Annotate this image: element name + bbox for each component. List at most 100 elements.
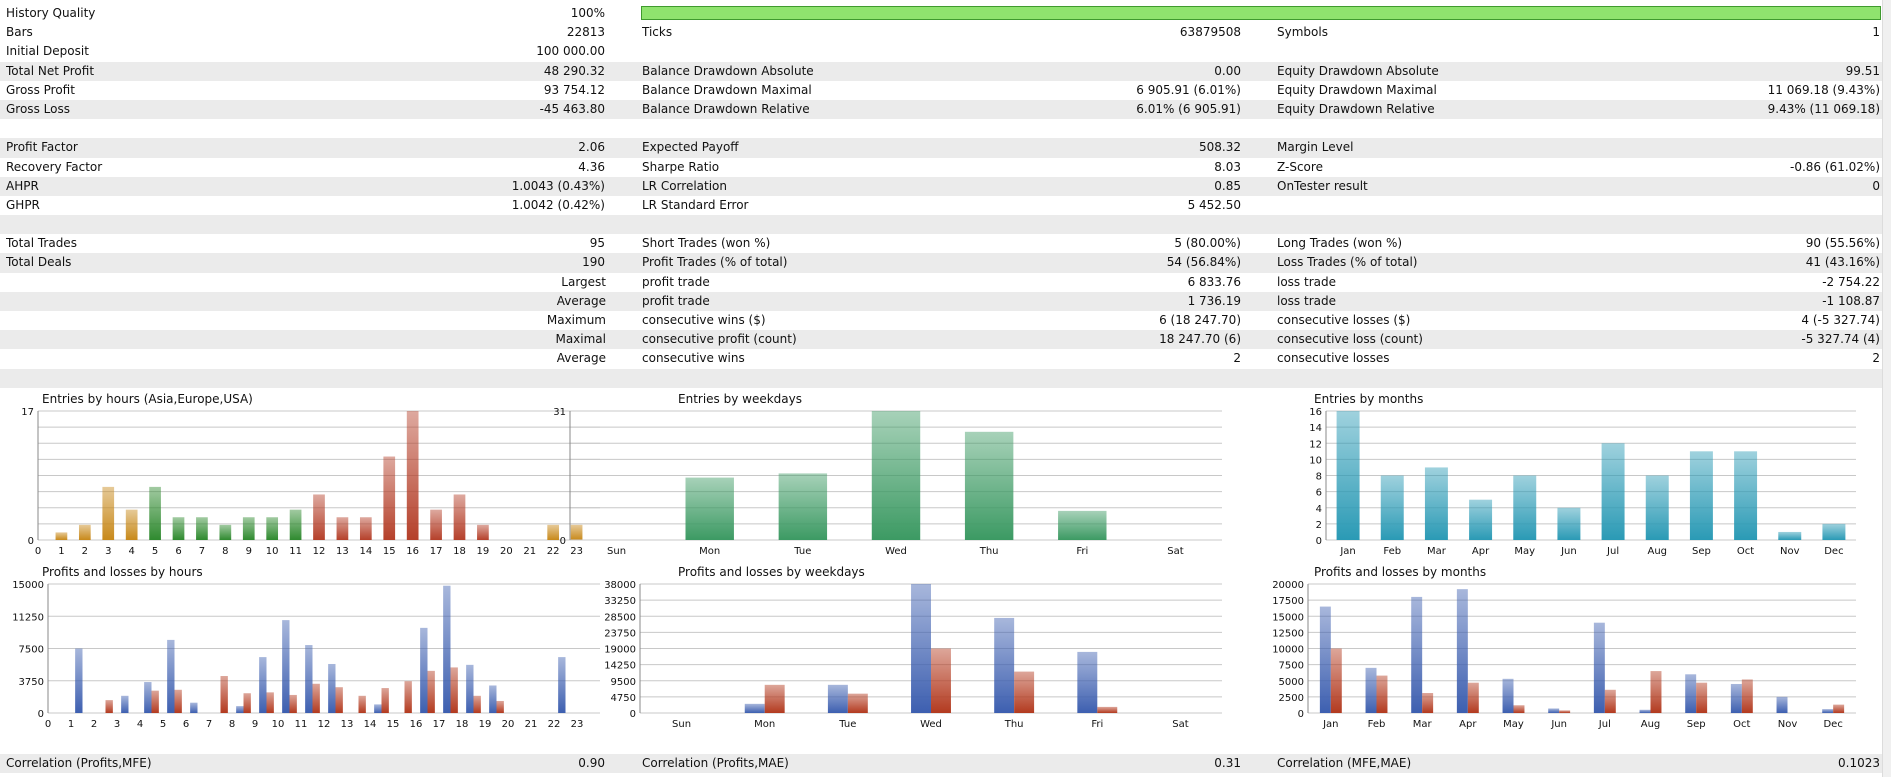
- bar: [1778, 531, 1802, 540]
- x-tick-label: Oct: [1737, 546, 1754, 557]
- stats-row: AHPR 1.0043 (0.43%) LR Correlation 0.85 OnTe…: [0, 176, 1891, 196]
- loss-bar: [1833, 704, 1845, 713]
- x-tick-label: 12: [318, 719, 331, 730]
- bar: [125, 509, 138, 540]
- stat-value-2: 6 833.76: [1187, 274, 1241, 289]
- chart-2: Entries by weekdays 31 0 Sun Mon Tue Wed Thu Fri…: [553, 392, 1222, 557]
- loss-bar: [151, 690, 159, 713]
- x-tick-label: Jun: [1550, 719, 1567, 730]
- loss-bar: [450, 667, 458, 713]
- x-tick-label: 17: [430, 546, 443, 557]
- stat-value-3: 4 (-5 327.74): [1801, 313, 1880, 327]
- stat-label-1: Total Deals: [6, 255, 72, 270]
- y-tick-label: 7500: [19, 645, 44, 656]
- stat-label-2: Short Trades (won %): [642, 236, 771, 251]
- stat-value-2: 2: [1233, 351, 1241, 366]
- x-tick-label: Apr: [1472, 546, 1490, 557]
- loss-bar: [289, 694, 297, 713]
- stats-row: Average profit trade 1 736.19 loss trade -1 …: [0, 291, 1891, 311]
- stat-value-2: 18 247.70 (6): [1159, 332, 1241, 347]
- bar: [359, 517, 372, 540]
- y-tick-label: 23750: [604, 628, 636, 639]
- stat-label-1: Gross Loss: [6, 101, 70, 116]
- profit-bar: [144, 682, 152, 713]
- x-tick-label: 2: [82, 546, 88, 557]
- stat-label-1: Bars: [6, 25, 33, 40]
- y-tick-label: 5000: [1279, 677, 1304, 688]
- x-tick-label: Tue: [793, 546, 811, 557]
- stat-value-1: 190: [582, 255, 605, 270]
- loss-bar: [335, 687, 343, 713]
- stats-row: Bars 22813 Ticks 63879508 Symbols 1: [0, 23, 1891, 42]
- x-tick-label: 8: [229, 719, 235, 730]
- bar: [1380, 475, 1404, 540]
- y-tick-label: 3750: [19, 677, 44, 688]
- stat-value-1: 22813: [566, 25, 605, 40]
- stat-value-1: 4.36: [578, 159, 605, 174]
- stat-label-3: loss trade: [1277, 274, 1336, 289]
- x-tick-label: 10: [272, 719, 285, 730]
- bar: [778, 473, 828, 540]
- bar: [1513, 475, 1537, 540]
- profit-bar: [1411, 596, 1423, 713]
- bar: [336, 517, 349, 540]
- y-tick-label: 20000: [1272, 580, 1304, 591]
- x-tick-label: 3: [114, 719, 120, 730]
- stats-row: Total Net Profit 48 290.32 Balance Drawdow…: [0, 61, 1891, 81]
- y-tick-label: 17: [21, 407, 34, 418]
- x-tick-label: Nov: [1778, 719, 1798, 730]
- profit-bar: [827, 684, 848, 713]
- bar: [1469, 499, 1493, 540]
- profit-bar: [1502, 678, 1514, 713]
- bar: [289, 509, 302, 540]
- bar: [1424, 467, 1448, 540]
- bar: [964, 431, 1014, 540]
- y-tick-label: 4: [1316, 504, 1322, 515]
- vertical-scrollbar[interactable]: [1882, 0, 1891, 777]
- loss-bar: [1513, 705, 1525, 713]
- loss-bar: [1014, 671, 1035, 713]
- x-tick-label: 5: [152, 546, 158, 557]
- x-tick-label: Fri: [1091, 719, 1103, 730]
- x-tick-label: 9: [252, 719, 258, 730]
- profit-bar: [328, 663, 336, 713]
- x-tick-label: May: [1503, 719, 1524, 730]
- y-tick-label: 12: [1309, 439, 1322, 450]
- bar: [453, 494, 466, 540]
- profit-bar: [1776, 696, 1788, 713]
- stat-label-2: Ticks: [642, 25, 673, 40]
- bar: [196, 517, 208, 540]
- profit-bar: [443, 585, 451, 713]
- history-quality-row: History Quality 100%: [0, 4, 1891, 23]
- profit-bar: [558, 657, 566, 713]
- stat-value-1: 100 000.00: [536, 44, 605, 59]
- stat-value-2: 6 905.91 (6.01%): [1136, 82, 1241, 97]
- stat-value-1: 1.0043 (0.43%): [511, 178, 605, 193]
- x-tick-label: 16: [406, 546, 419, 557]
- x-tick-label: 6: [183, 719, 189, 730]
- profit-bar: [994, 617, 1015, 713]
- x-tick-label: 20: [500, 546, 513, 557]
- loss-bar: [358, 695, 366, 713]
- chart-4: Profits and losses by hours1500011250750…: [12, 565, 600, 730]
- stat-label-2: LR Correlation: [642, 178, 728, 193]
- stats-row: Maximum consecutive wins ($) 6 (18 247.70)…: [0, 311, 1891, 330]
- y-tick-label: 2500: [1279, 693, 1304, 704]
- loss-bar: [1559, 710, 1571, 713]
- stat-value-2: 5 452.50: [1187, 197, 1241, 212]
- x-tick-label: Mon: [699, 546, 720, 557]
- x-tick-label: 22: [547, 546, 560, 557]
- stat-value-3: 2: [1872, 351, 1880, 366]
- stat-label-2: consecutive wins: [642, 351, 745, 366]
- stat-value-3: 11 069.18 (9.43%): [1767, 82, 1880, 97]
- stats-row: [0, 119, 1891, 138]
- profit-bar: [1548, 708, 1560, 713]
- stat-value-2: 0.00: [1214, 63, 1241, 78]
- stat-label-2: Expected Payoff: [642, 140, 739, 155]
- loss-bar: [1604, 689, 1616, 713]
- x-tick-label: Aug: [1641, 719, 1661, 730]
- stat-label-2: Balance Drawdown Relative: [642, 101, 810, 116]
- x-tick-label: 1: [68, 719, 74, 730]
